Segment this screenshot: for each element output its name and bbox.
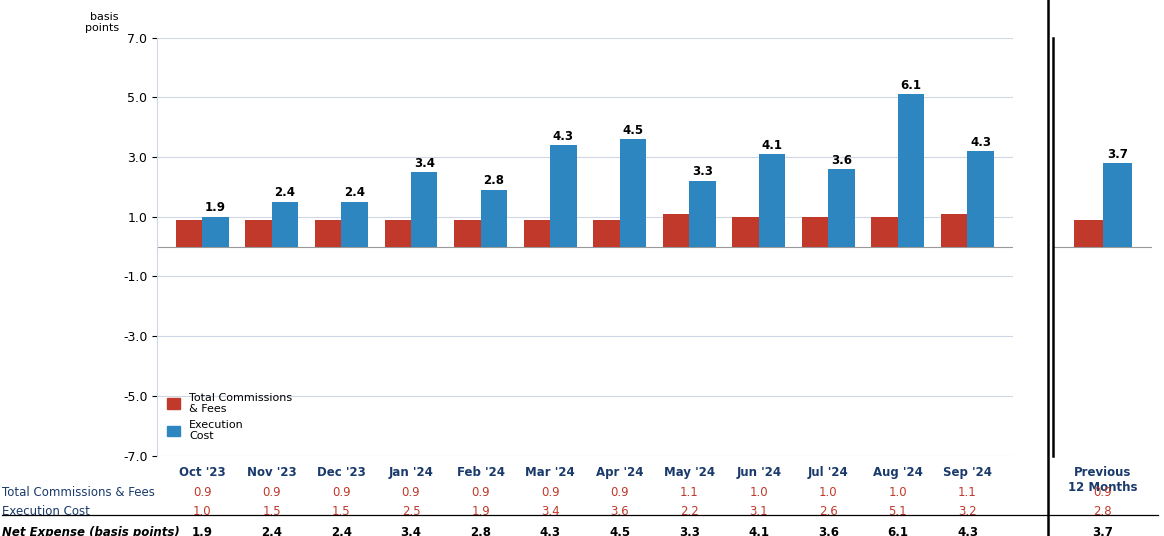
Text: 0.9: 0.9 — [610, 486, 629, 499]
Text: 2.4: 2.4 — [331, 526, 352, 536]
Text: 1.5: 1.5 — [263, 505, 282, 518]
Text: Jan '24: Jan '24 — [389, 466, 433, 479]
Text: 1.1: 1.1 — [680, 486, 698, 499]
Text: Mar '24: Mar '24 — [525, 466, 575, 479]
Text: 0.9: 0.9 — [471, 486, 490, 499]
Text: Execution Cost: Execution Cost — [2, 505, 90, 518]
Text: 2.8: 2.8 — [1093, 505, 1113, 518]
Text: 4.1: 4.1 — [748, 526, 769, 536]
Bar — [1074, 220, 1102, 247]
Text: 2.5: 2.5 — [402, 505, 420, 518]
Text: Feb '24: Feb '24 — [456, 466, 504, 479]
Text: 4.5: 4.5 — [609, 526, 630, 536]
Text: 3.4: 3.4 — [400, 526, 421, 536]
Bar — [384, 220, 411, 247]
Text: 4.3: 4.3 — [553, 130, 574, 143]
Text: 0.9: 0.9 — [263, 486, 282, 499]
Text: 1.9: 1.9 — [471, 505, 490, 518]
Text: 1.0: 1.0 — [819, 486, 838, 499]
Bar — [315, 220, 341, 247]
Bar — [759, 154, 786, 247]
Text: 2.8: 2.8 — [483, 174, 504, 188]
Text: 2.8: 2.8 — [470, 526, 491, 536]
Bar — [967, 151, 994, 247]
Text: 4.3: 4.3 — [970, 136, 992, 148]
Text: 0.9: 0.9 — [193, 486, 212, 499]
Text: 4.3: 4.3 — [957, 526, 978, 536]
Bar — [272, 202, 298, 247]
Bar — [411, 172, 438, 247]
Text: Sep '24: Sep '24 — [943, 466, 992, 479]
Text: Total Commissions & Fees: Total Commissions & Fees — [2, 486, 155, 499]
Text: 2.2: 2.2 — [680, 505, 698, 518]
Text: 1.5: 1.5 — [332, 505, 350, 518]
Bar — [341, 202, 368, 247]
Text: 6.1: 6.1 — [887, 526, 908, 536]
Text: 2.4: 2.4 — [345, 187, 365, 199]
Text: 1.0: 1.0 — [193, 505, 212, 518]
Text: 1.0: 1.0 — [750, 486, 768, 499]
Bar — [829, 169, 854, 247]
Bar — [662, 214, 689, 247]
Text: 1.9: 1.9 — [205, 202, 226, 214]
Text: Jun '24: Jun '24 — [737, 466, 781, 479]
Text: 5.1: 5.1 — [888, 505, 907, 518]
Text: 4.3: 4.3 — [540, 526, 561, 536]
Text: Dec '23: Dec '23 — [317, 466, 365, 479]
Bar — [897, 94, 924, 247]
Text: 3.1: 3.1 — [750, 505, 768, 518]
Text: Nov '23: Nov '23 — [247, 466, 297, 479]
Bar — [246, 220, 272, 247]
Text: 6.1: 6.1 — [901, 79, 922, 92]
Text: 3.7: 3.7 — [1107, 147, 1128, 161]
Text: 3.2: 3.2 — [958, 505, 977, 518]
Text: 2.4: 2.4 — [262, 526, 283, 536]
Text: 0.9: 0.9 — [332, 486, 350, 499]
Bar — [872, 217, 897, 247]
Text: Apr '24: Apr '24 — [596, 466, 644, 479]
Text: Aug '24: Aug '24 — [873, 466, 923, 479]
Bar — [689, 181, 716, 247]
Bar — [941, 214, 967, 247]
Text: Previous
12 Months: Previous 12 Months — [1069, 466, 1137, 494]
Legend: Total Commissions
& Fees, Execution
Cost: Total Commissions & Fees, Execution Cost — [163, 388, 297, 446]
Text: 1.1: 1.1 — [958, 486, 977, 499]
Text: 3.4: 3.4 — [413, 157, 434, 169]
Text: 4.1: 4.1 — [761, 139, 782, 152]
Text: 0.9: 0.9 — [402, 486, 420, 499]
Text: 4.5: 4.5 — [623, 124, 644, 137]
Text: Jul '24: Jul '24 — [808, 466, 849, 479]
Text: 2.4: 2.4 — [275, 187, 296, 199]
Bar — [481, 190, 508, 247]
Bar — [1102, 163, 1131, 247]
Text: 3.3: 3.3 — [679, 526, 700, 536]
Bar — [802, 217, 829, 247]
Text: 3.4: 3.4 — [541, 505, 560, 518]
Text: 3.6: 3.6 — [831, 153, 852, 167]
Text: 0.9: 0.9 — [541, 486, 560, 499]
Bar — [203, 217, 229, 247]
Bar — [732, 217, 759, 247]
Text: 3.6: 3.6 — [818, 526, 839, 536]
Text: Net Expense (basis points): Net Expense (basis points) — [2, 526, 180, 536]
Bar — [524, 220, 551, 247]
Bar — [594, 220, 619, 247]
Bar — [619, 139, 646, 247]
Text: 2.6: 2.6 — [819, 505, 838, 518]
Bar — [551, 145, 576, 247]
Text: 1.9: 1.9 — [192, 526, 213, 536]
Text: 0.9: 0.9 — [1093, 486, 1113, 499]
Text: basis
points: basis points — [85, 12, 119, 33]
Text: May '24: May '24 — [663, 466, 715, 479]
Bar — [176, 220, 203, 247]
Text: 3.7: 3.7 — [1093, 526, 1113, 536]
Bar — [454, 220, 481, 247]
Text: Oct '23: Oct '23 — [179, 466, 226, 479]
Text: 1.0: 1.0 — [888, 486, 907, 499]
Text: 3.3: 3.3 — [693, 166, 712, 178]
Text: 3.6: 3.6 — [610, 505, 629, 518]
